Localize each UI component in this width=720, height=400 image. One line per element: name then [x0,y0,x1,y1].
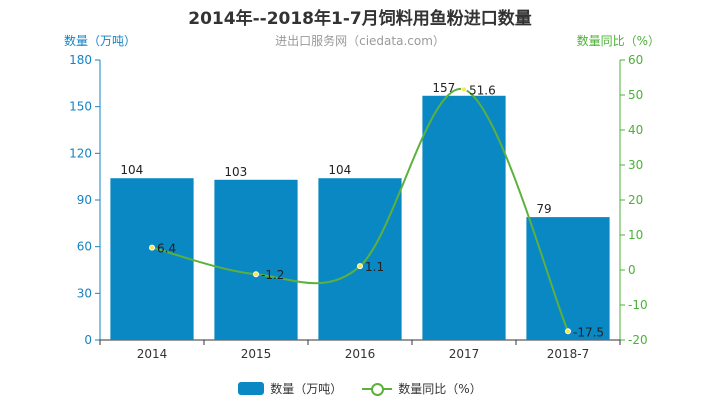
series-line [151,88,569,332]
legend-item-bar[interactable]: 数量（万吨） [238,380,342,397]
line-value-label: -1.2 [261,268,284,282]
chart-subtitle: 进出口服务网（ciedata.com） [275,34,445,48]
left-tick-label: 30 [77,286,92,300]
bar-value-label: 103 [224,165,247,179]
x-tick-label: 2014 [137,347,168,361]
line-value-label: 6.4 [157,242,176,256]
legend-line-marker-icon [362,382,393,396]
legend-bar-swatch-icon [238,382,265,395]
legend-item-line[interactable]: 数量同比（%） [362,380,482,397]
right-tick-label: -20 [628,333,648,347]
right-tick-label: -10 [628,298,648,312]
bar [318,178,402,340]
bar-value-label: 79 [536,202,551,216]
bar [110,178,194,340]
line-point [565,328,571,335]
bar [422,95,506,341]
line-point [253,271,259,278]
x-tick-label: 2015 [241,347,272,361]
bar-value-label: 104 [120,163,143,177]
bar [526,217,610,340]
left-tick-label: 0 [84,333,92,347]
left-tick-label: 90 [77,193,92,207]
right-tick-label: 60 [628,53,643,67]
left-tick-label: 60 [77,240,92,254]
right-tick-label: 10 [628,228,643,242]
line-value-label: -17.5 [573,325,604,339]
line-value-label: 51.6 [469,83,496,97]
legend-bar-label: 数量（万吨） [270,382,343,396]
right-tick-label: 20 [628,193,643,207]
right-tick-label: 40 [628,123,643,137]
x-tick-label: 2016 [345,347,376,361]
bar-value-label: 104 [328,163,351,177]
line-point [461,86,467,93]
right-tick-label: 30 [628,158,643,172]
line-point [357,263,363,270]
legend: 数量（万吨） 数量同比（%） [0,380,720,397]
left-tick-label: 150 [69,100,92,114]
line-value-label: 1.1 [365,260,384,274]
bar [214,179,298,340]
bar-value-label: 157 [432,81,455,95]
right-tick-label: 0 [628,263,636,277]
right-tick-label: 50 [628,88,643,102]
x-tick-label: 2018-7 [547,347,590,361]
right-axis-label: 数量同比（%） [576,34,660,48]
legend-line-label: 数量同比（%） [398,382,482,396]
x-tick-label: 2017 [449,347,480,361]
left-tick-label: 180 [69,53,92,67]
left-tick-label: 120 [69,146,92,160]
chart-title: 2014年--2018年1-7月饲料用鱼粉进口数量 [188,9,532,29]
left-axis-label: 数量（万吨） [64,34,137,48]
line-point [149,244,155,251]
